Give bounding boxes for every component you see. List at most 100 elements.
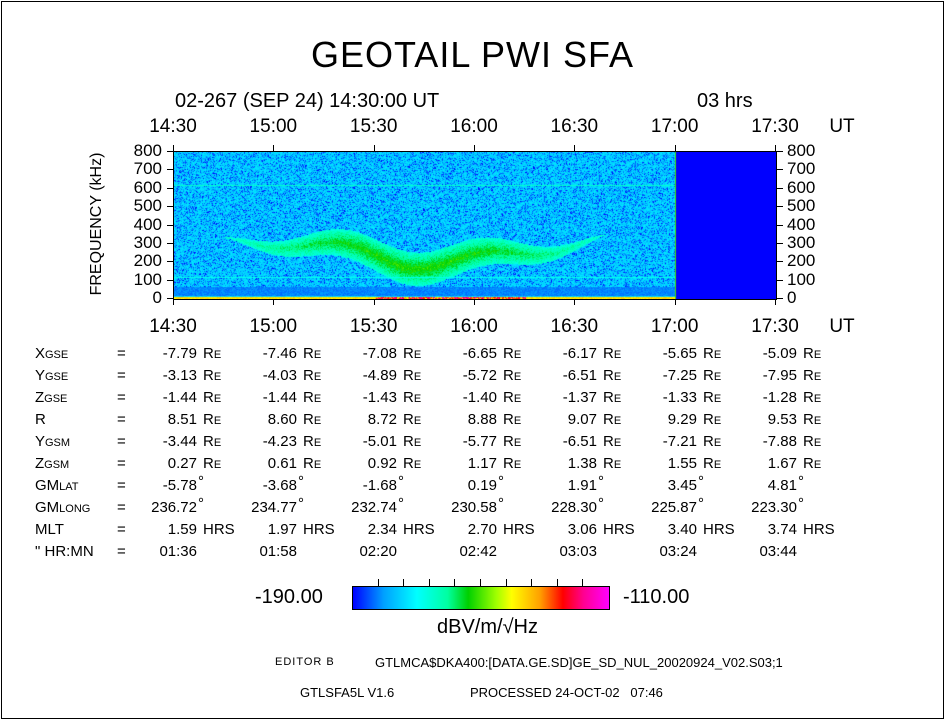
ephemeris-value: 2.70 xyxy=(467,521,497,538)
ephemeris-value: 03:44 xyxy=(759,543,797,560)
ephemeris-unit: Re xyxy=(803,345,822,362)
ephemeris-equals: = xyxy=(117,543,126,560)
ephemeris-value: 1.67 xyxy=(767,455,797,472)
ephemeris-value: 3.40 xyxy=(667,521,697,538)
ephemeris-unit: Re xyxy=(303,455,322,472)
ephemeris-unit: ° xyxy=(498,495,504,512)
y-tick-label-right: 0 xyxy=(787,288,797,307)
y-tick-mark xyxy=(777,261,783,263)
y-tick-label-left: 400 xyxy=(133,214,162,234)
spectrogram-heatmap xyxy=(174,152,776,299)
colorbar xyxy=(352,586,610,610)
y-tick-label-right: 400 xyxy=(787,214,816,234)
x-tick-mark xyxy=(674,145,676,151)
colorbar-tick xyxy=(454,579,456,586)
ephemeris-value: -1.44 xyxy=(162,389,197,406)
ephemeris-unit: Re xyxy=(203,367,222,384)
x-tick-label-top: 17:00 xyxy=(650,116,699,137)
ephemeris-value: -1.28 xyxy=(762,389,797,406)
ephemeris-value: 9.29 xyxy=(667,411,697,428)
ephemeris-value: -6.51 xyxy=(562,433,597,450)
ephemeris-equals: = xyxy=(117,389,126,406)
ephemeris-unit: Re xyxy=(603,367,622,384)
x-tick-mark xyxy=(574,299,576,305)
ephemeris-unit: ° xyxy=(298,495,304,512)
ephemeris-value: -7.46 xyxy=(262,345,297,362)
ephemeris-value: 03:24 xyxy=(659,543,697,560)
y-tick-label-left: 200 xyxy=(133,251,162,271)
ephemeris-value: -1.43 xyxy=(362,389,397,406)
ephemeris-unit: Re xyxy=(603,455,622,472)
ephemeris-row-label: R xyxy=(35,411,46,428)
colorbar-tick xyxy=(531,579,533,586)
ephemeris-value: -5.09 xyxy=(762,345,797,362)
spectrogram-plot xyxy=(173,151,777,300)
y-tick-label-left: 100 xyxy=(133,269,162,289)
ephemeris-unit: Re xyxy=(703,345,722,362)
y-tick-label-right: 700 xyxy=(787,159,816,179)
y-tick-label-left: 700 xyxy=(133,159,162,179)
colorbar-tick xyxy=(505,579,507,586)
ephemeris-unit: Re xyxy=(503,411,522,428)
ephemeris-unit: Re xyxy=(703,367,722,384)
ephemeris-value: 228.30 xyxy=(551,499,597,516)
ephemeris-unit: Re xyxy=(703,389,722,406)
x-tick-label-bottom: 17:30 xyxy=(751,316,799,337)
data-file-path: GTLMCA$DKA400:[DATA.GE.SD]GE_SD_NUL_2002… xyxy=(375,655,783,670)
y-tick-mark xyxy=(167,298,173,299)
y-tick-mark xyxy=(777,298,783,299)
ephemeris-unit: Re xyxy=(403,345,422,362)
ephemeris-value: 0.92 xyxy=(367,455,397,472)
x-tick-mark xyxy=(273,299,275,305)
ephemeris-unit: Re xyxy=(203,345,222,362)
plot-title: GEOTAIL PWI SFA xyxy=(310,34,635,75)
ephemeris-value: -6.17 xyxy=(562,345,597,362)
ephemeris-value: -5.01 xyxy=(362,433,397,450)
x-tick-label-bottom: 17:00 xyxy=(650,316,699,337)
ephemeris-unit: Re xyxy=(503,345,522,362)
ephemeris-value: 3.45 xyxy=(667,477,697,494)
ephemeris-equals: = xyxy=(117,521,126,538)
colorbar-max-label: -110.00 xyxy=(623,586,690,608)
ephemeris-value: 8.72 xyxy=(367,411,397,428)
ephemeris-row-label: MLT xyxy=(35,521,64,538)
ephemeris-unit: Re xyxy=(203,455,222,472)
ephemeris-unit: ° xyxy=(198,495,204,512)
x-tick-label-bottom: 16:00 xyxy=(450,316,498,337)
ephemeris-unit: HRS xyxy=(403,521,435,538)
ephemeris-value: 03:03 xyxy=(559,543,597,560)
colorbar-tick xyxy=(582,579,584,586)
colorbar-tick xyxy=(377,579,379,586)
editor-label: EDITOR B xyxy=(275,656,335,668)
ephemeris-unit: HRS xyxy=(503,521,535,538)
ephemeris-value: 223.30 xyxy=(751,499,797,516)
ephemeris-unit: ° xyxy=(798,473,804,490)
ephemeris-equals: = xyxy=(117,411,126,428)
ephemeris-row-label: Zgse xyxy=(35,389,68,406)
y-tick-label-right: 600 xyxy=(787,177,816,197)
ephemeris-value: 0.61 xyxy=(267,455,297,472)
ephemeris-value: -6.65 xyxy=(462,345,497,362)
ephemeris-value: 2.34 xyxy=(367,521,397,538)
x-tick-mark xyxy=(674,299,676,305)
ephemeris-value: -1.37 xyxy=(562,389,597,406)
y-tick-label-right: 300 xyxy=(787,232,816,252)
ephemeris-value: -4.03 xyxy=(262,367,297,384)
ephemeris-equals: = xyxy=(117,367,126,384)
colorbar-tick xyxy=(480,579,481,586)
ephemeris-value: -7.08 xyxy=(362,345,397,362)
ephemeris-value: -5.78 xyxy=(162,477,197,494)
ephemeris-unit: ° xyxy=(398,473,404,490)
ephemeris-value: -6.51 xyxy=(562,367,597,384)
y-tick-label-left: 500 xyxy=(133,196,162,216)
x-tick-mark xyxy=(373,299,375,305)
ephemeris-unit: Re xyxy=(303,411,322,428)
ephemeris-unit: Re xyxy=(703,411,722,428)
ephemeris-unit: Re xyxy=(603,345,622,362)
x-tick-mark xyxy=(173,299,174,305)
ephemeris-equals: = xyxy=(117,499,126,516)
ephemeris-unit: Re xyxy=(503,455,522,472)
ephemeris-value: 3.06 xyxy=(567,521,597,538)
ephemeris-unit: HRS xyxy=(303,521,335,538)
duration-label: 03 hrs xyxy=(697,90,753,112)
